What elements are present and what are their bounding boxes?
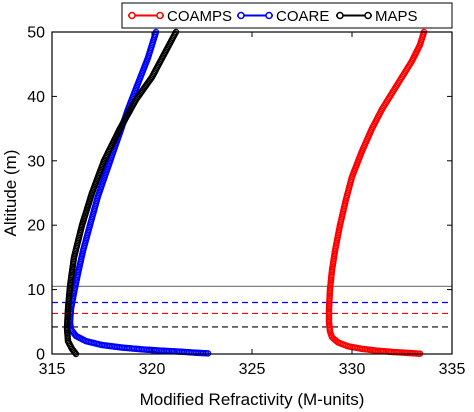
x-tick-label-3: 330 [339, 361, 366, 378]
series-coamps [325, 28, 428, 357]
x-axis-label: Modified Refractivity (M-units) [140, 390, 365, 409]
y-tick-label-2: 20 [27, 218, 45, 235]
x-tick-label-4: 335 [439, 361, 466, 378]
legend-marker-right-coamps [156, 11, 164, 20]
x-tick-label-1: 320 [139, 361, 166, 378]
legend-marker-right-coare [265, 11, 273, 20]
reference-lines [52, 285, 452, 328]
y-tick-label-4: 40 [27, 89, 45, 106]
y-tick-label-3: 30 [27, 153, 45, 170]
legend-box [121, 2, 453, 29]
legend-label-coamps: COAMPS [167, 8, 232, 25]
y-tick-label-5: 50 [27, 25, 45, 42]
series-layer [63, 28, 428, 358]
series-maps-point-211 [71, 349, 79, 356]
y-axis-label: Altitude (m) [1, 150, 20, 237]
legend-label-maps: MAPS [375, 8, 418, 25]
series-maps [63, 28, 180, 358]
x-tick-label-0: 315 [39, 361, 66, 378]
x-tick-label-2: 325 [239, 361, 266, 378]
y-tick-label-0: 0 [36, 347, 45, 364]
legend-label-coare: COARE [276, 8, 329, 25]
legend-marker-left-maps [336, 11, 344, 20]
legend-marker-left-coare [237, 11, 245, 20]
axes-frame [51, 31, 453, 355]
y-tick-label-1: 10 [27, 282, 45, 299]
legend: COAMPS COARE MAPS [121, 2, 453, 29]
axis-ticks: 315 320 325 330 335 0 10 20 30 40 50 [27, 25, 465, 379]
legend-marker-right-maps [364, 11, 372, 20]
legend-marker-left-coamps [128, 11, 136, 20]
series-coare-point-274 [204, 350, 212, 357]
